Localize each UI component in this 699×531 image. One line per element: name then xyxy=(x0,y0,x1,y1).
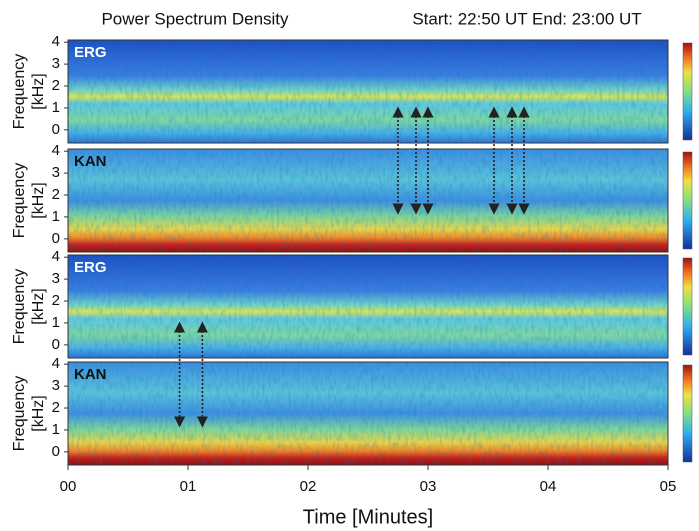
y-tick-label: 0 xyxy=(52,230,60,247)
y-tick-label: 0 xyxy=(52,121,60,138)
colorbar xyxy=(682,42,693,141)
spectrogram-texture xyxy=(68,149,668,252)
y-tick-label: 2 xyxy=(52,186,60,203)
y-tick-label: 4 xyxy=(52,142,60,159)
spectrogram-texture xyxy=(68,40,668,143)
y-axis-title: Frequency xyxy=(11,376,28,452)
subtitle: Start: 22:50 UT End: 23:00 UT xyxy=(412,9,641,28)
x-tick-label: 01 xyxy=(180,478,197,495)
y-axis-title: Frequency xyxy=(11,269,28,345)
y-axis-title: [kHz] xyxy=(30,288,47,324)
y-tick-label: 4 xyxy=(52,33,60,50)
y-tick-label: 1 xyxy=(52,208,60,225)
y-axis-title: Frequency xyxy=(11,163,28,239)
spectrogram-texture xyxy=(68,255,668,358)
y-tick-label: 4 xyxy=(52,248,60,265)
panel-frame xyxy=(67,148,669,253)
y-tick-label: 4 xyxy=(52,355,60,372)
y-tick-label: 0 xyxy=(52,443,60,460)
y-tick-label: 1 xyxy=(52,421,60,438)
y-axis-title: [kHz] xyxy=(30,73,47,109)
y-tick-label: 2 xyxy=(52,292,60,309)
y-tick-label: 3 xyxy=(52,55,60,72)
x-tick-label: 05 xyxy=(660,478,677,495)
x-tick-label: 00 xyxy=(60,478,77,495)
panel-label: KAN xyxy=(74,153,107,170)
panel-frame xyxy=(67,361,669,466)
y-tick-label: 1 xyxy=(52,99,60,116)
y-tick-label: 3 xyxy=(52,164,60,181)
panel-frame xyxy=(67,39,669,144)
colorbar xyxy=(682,257,693,356)
y-tick-label: 2 xyxy=(52,399,60,416)
y-tick-label: 2 xyxy=(52,77,60,94)
x-tick-label: 03 xyxy=(420,478,437,495)
colorbar xyxy=(682,151,693,250)
colorbar xyxy=(682,364,693,463)
panel-label: ERG xyxy=(74,259,107,276)
panel-label: KAN xyxy=(74,366,107,383)
panel-frame xyxy=(67,254,669,359)
title: Power Spectrum Density xyxy=(101,9,289,28)
x-tick-label: 04 xyxy=(540,478,557,495)
y-tick-label: 3 xyxy=(52,377,60,394)
x-axis-title: Time [Minutes] xyxy=(303,506,433,528)
y-axis-title: [kHz] xyxy=(30,395,47,431)
panel-label: ERG xyxy=(74,44,107,61)
y-axis-title: Frequency xyxy=(11,54,28,130)
y-tick-label: 0 xyxy=(52,336,60,353)
x-tick-label: 02 xyxy=(300,478,317,495)
y-tick-label: 3 xyxy=(52,270,60,287)
y-axis-title: [kHz] xyxy=(30,182,47,218)
spectrogram-texture xyxy=(68,362,668,465)
y-tick-label: 1 xyxy=(52,314,60,331)
